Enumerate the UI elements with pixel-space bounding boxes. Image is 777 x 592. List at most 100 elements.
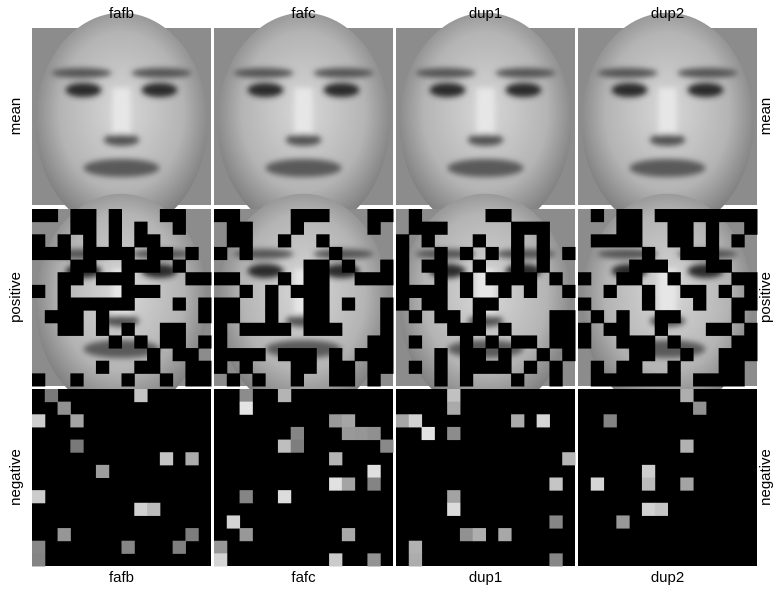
mask-block [240,348,253,361]
mask-block [668,310,681,323]
mask-block [511,247,524,260]
mask-block [706,234,719,247]
visible-block [185,452,198,465]
mask-block [291,209,304,222]
mask-block [122,323,135,336]
mask-block [706,260,719,273]
brow [678,68,738,78]
mask-block [173,335,186,348]
mask-block [304,323,317,336]
mask-block [706,209,719,222]
mask-block [460,373,473,386]
mouth [448,159,524,177]
visible-block [549,553,562,566]
mask-block [367,361,380,374]
mask-block [744,209,757,222]
mask-block [214,247,227,260]
mask-block [214,310,227,323]
mask-block [173,209,186,222]
mask-block [355,272,368,285]
mask-block [744,348,757,361]
mask-block [291,373,304,386]
mask-block [537,260,550,273]
visible-block [291,440,304,453]
eye [612,83,648,97]
visible-block [342,414,355,427]
visible-block [58,528,71,541]
mask-block [342,298,355,311]
mask-block [549,361,562,374]
visible-block [240,528,253,541]
column-label-top: dup1 [469,5,502,22]
mask-block [524,285,537,298]
visible-block [342,528,355,541]
mask-block [227,234,240,247]
mask-block [96,247,109,260]
visible-block [122,541,135,554]
mask-block [655,373,668,386]
mask-block [460,247,473,260]
mask-block [434,260,447,273]
mask-block [240,361,253,374]
mask-block [227,310,240,323]
mask-block [498,285,511,298]
mask-block [367,222,380,235]
visible-block [329,478,342,491]
mask-block [706,373,719,386]
mask-block [329,348,342,361]
mask-block [380,310,393,323]
mask-block [316,272,329,285]
mask-block [616,373,629,386]
mask-block [731,298,744,311]
mask-block [160,209,173,222]
column-label-top: fafb [109,5,134,22]
visible-block [680,389,693,402]
mask-block [524,335,537,348]
mask-block [214,335,227,348]
mask-block [265,323,278,336]
mask-block [278,272,291,285]
visible-block [160,452,173,465]
mask-block [70,298,83,311]
mask-block [316,298,329,311]
mask-block [122,373,135,386]
row-label-left: mean [7,98,24,136]
mask-block [160,335,173,348]
mask-block [240,234,253,247]
mask-block [70,272,83,285]
mask-block [185,373,198,386]
mask-block [109,298,122,311]
mask-block [214,298,227,311]
nostrils [104,134,140,146]
mask-block [591,234,604,247]
visible-block [147,503,160,516]
visible-block [278,440,291,453]
mask-block [591,310,604,323]
mouth [266,159,342,177]
mask-block [549,310,562,323]
mask-block [744,335,757,348]
mask-block [316,323,329,336]
mask-block [460,335,473,348]
row-label-right: mean [757,98,774,136]
mask-block [160,373,173,386]
nostrils [286,134,322,146]
eye [430,83,466,97]
visible-block [278,490,291,503]
nose [477,88,495,138]
mask-block [731,272,744,285]
brow [598,68,658,78]
mask-block [744,222,757,235]
mask-block [604,373,617,386]
mask-block [460,348,473,361]
mask-block [198,373,211,386]
mouth [84,159,160,177]
mask-block [578,323,591,336]
visible-block [447,389,460,402]
visible-block [240,490,253,503]
mask-block [604,234,617,247]
visible-block [380,440,393,453]
mask-block [45,310,58,323]
mask-block [316,234,329,247]
mask-block [227,272,240,285]
